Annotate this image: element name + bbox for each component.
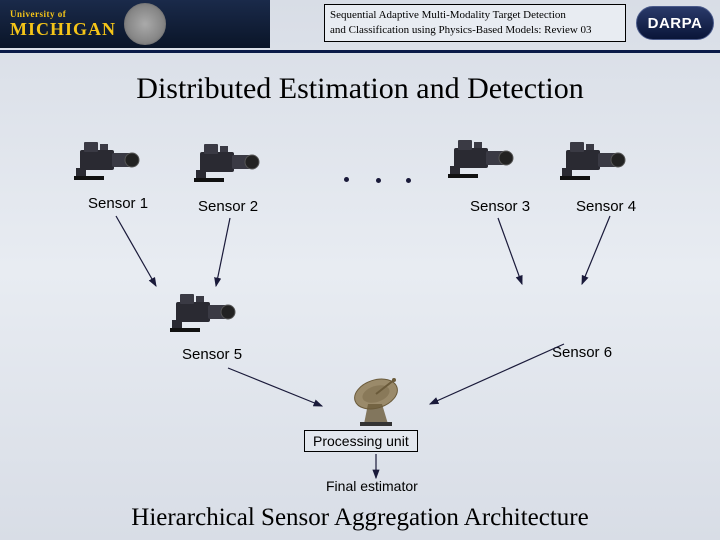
sensor-3-label: Sensor 3 (470, 198, 530, 215)
satellite-dish-icon (346, 374, 410, 435)
umich-text: University of MICHIGAN (10, 9, 116, 40)
sensor-4-label: Sensor 4 (576, 198, 636, 215)
processing-unit-box: Processing unit (304, 430, 418, 452)
umich-badge: University of MICHIGAN (0, 0, 270, 48)
camera-icon (74, 136, 144, 181)
ellipsis-dot (344, 177, 349, 182)
project-title-box: Sequential Adaptive Multi-Modality Targe… (324, 4, 626, 42)
project-title-line1: Sequential Adaptive Multi-Modality Targe… (330, 8, 620, 23)
sensor-2-label: Sensor 2 (198, 198, 258, 215)
arrow (582, 216, 610, 284)
arrow (228, 368, 322, 406)
arrow (498, 218, 522, 284)
header-rule (0, 50, 720, 53)
sensor-5-label: Sensor 5 (182, 346, 242, 363)
umich-seal-icon (124, 3, 166, 45)
camera-icon (448, 134, 518, 179)
sensor-1-label: Sensor 1 (88, 195, 148, 212)
slide-header: University of MICHIGAN Sequential Adapti… (0, 0, 720, 48)
arrow (116, 216, 156, 286)
umich-main: MICHIGAN (10, 19, 116, 40)
arrow (430, 344, 564, 404)
ellipsis-dot (376, 178, 381, 183)
slide-subtitle: Hierarchical Sensor Aggregation Architec… (0, 504, 720, 532)
arrow (216, 218, 230, 286)
final-estimator-label: Final estimator (326, 478, 418, 494)
project-title-line2: and Classification using Physics-Based M… (330, 23, 620, 38)
camera-icon (560, 136, 630, 181)
darpa-badge: DARPA (636, 6, 714, 40)
camera-icon (170, 288, 240, 333)
sensor-6-label: Sensor 6 (552, 344, 612, 361)
camera-icon (194, 138, 264, 183)
ellipsis-dot (406, 178, 411, 183)
slide-title: Distributed Estimation and Detection (0, 72, 720, 106)
umich-top: University of (10, 9, 116, 19)
